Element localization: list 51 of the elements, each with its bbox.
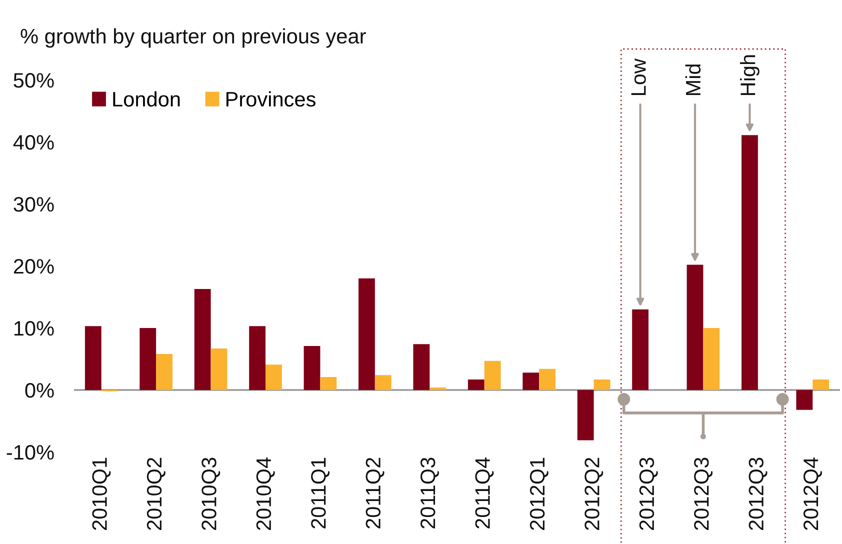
x-tick-label: 2012Q2 xyxy=(584,458,604,530)
bar xyxy=(358,278,375,390)
legend-label: London xyxy=(113,91,180,107)
x-tick-label: 2012Q1 xyxy=(530,458,548,530)
x-tick-label: 2010Q3 xyxy=(202,458,220,530)
x-tick-label: 2011Q3 xyxy=(420,458,439,528)
bar xyxy=(266,364,282,390)
annotation: High xyxy=(740,55,760,96)
legend-label: Provinces xyxy=(226,91,316,107)
x-tick-label: 2011Q2 xyxy=(366,458,384,528)
bar xyxy=(686,264,704,390)
y-tick-label: 40% xyxy=(13,135,54,150)
x-tick-label: 2011Q1 xyxy=(311,458,330,528)
x-tick-label: 2012Q3 xyxy=(639,458,658,530)
y-tick-label: 50% xyxy=(14,73,54,88)
y-tick-label: 10% xyxy=(14,321,54,336)
x-tick-label: 2012Q3 xyxy=(748,458,768,530)
y-tick-label: 20% xyxy=(14,259,54,274)
bar xyxy=(84,326,102,390)
bar xyxy=(210,348,228,390)
bar xyxy=(522,372,540,390)
bar xyxy=(413,344,430,390)
bar xyxy=(304,346,320,390)
chart-title: % growth by quarter on previous year xyxy=(20,28,366,48)
y-tick-label: 0% xyxy=(25,383,54,398)
x-tick-label: 2012Q3 xyxy=(694,458,713,530)
bar xyxy=(194,288,211,390)
y-tick-label: 30% xyxy=(14,197,54,212)
annotation: Mid xyxy=(685,64,701,96)
bar xyxy=(594,379,610,390)
x-tick-label: 2012Q4 xyxy=(803,457,822,530)
x-tick-label: 2010Q4 xyxy=(256,457,275,530)
y-tick-label: -10% xyxy=(6,445,54,460)
bar xyxy=(484,360,501,390)
bar xyxy=(742,135,758,390)
bar xyxy=(156,354,172,390)
bar xyxy=(320,376,337,390)
annotation: Low xyxy=(631,58,646,96)
bar xyxy=(577,390,594,440)
bar xyxy=(539,368,556,390)
bar xyxy=(249,326,266,390)
bar xyxy=(468,379,484,390)
x-tick-label: 2010Q2 xyxy=(146,458,166,530)
bar xyxy=(812,379,830,390)
bar xyxy=(374,375,392,390)
bar xyxy=(703,328,720,390)
bar xyxy=(140,328,156,390)
x-tick-label: 2011Q4 xyxy=(475,457,494,528)
bar xyxy=(796,390,813,410)
x-tick-label: 2010Q1 xyxy=(92,458,111,530)
bar xyxy=(632,309,648,390)
